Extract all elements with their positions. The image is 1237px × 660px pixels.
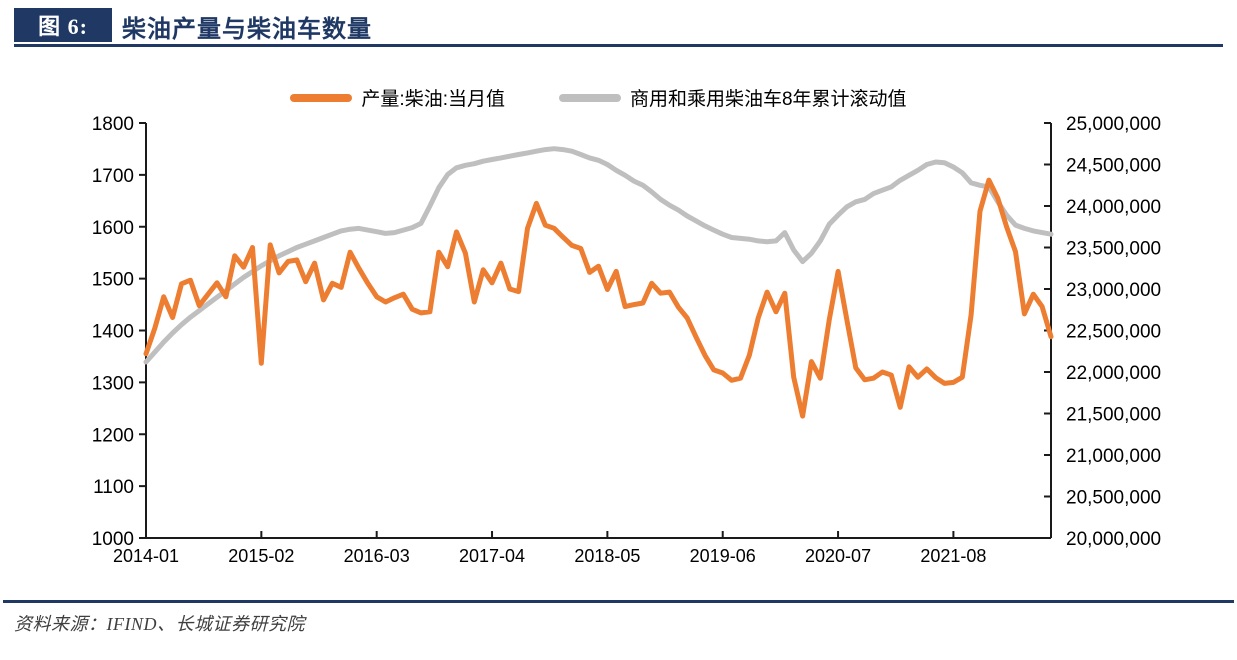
chart-legend: 产量:柴油:当月值 商用和乘用柴油车8年累计滚动值 <box>146 84 1051 111</box>
right-axis-tick-label: 23,500,000 <box>1066 239 1161 260</box>
figure-number-label: 图 6: <box>38 14 88 39</box>
source-note: 资料来源：IFIND、长城证券研究院 <box>14 614 305 634</box>
legend-line-swatch-orange <box>290 93 353 102</box>
x-axis-tick-label: 2016-03 <box>344 546 410 566</box>
footer-divider <box>3 600 1234 603</box>
x-axis-tick-label: 2019-06 <box>690 546 756 566</box>
right-axis-tick-label: 25,000,000 <box>1066 114 1161 135</box>
legend-item-diesel-production: 产量:柴油:当月值 <box>290 84 505 111</box>
x-axis-tick-label: 2020-07 <box>805 546 871 566</box>
x-axis-tick-label: 2015-02 <box>228 546 294 566</box>
left-axis-tick-label: 1800 <box>92 114 134 135</box>
right-axis-tick-label: 23,000,000 <box>1066 280 1161 301</box>
left-axis-tick-label: 1300 <box>92 373 134 394</box>
figure-number-badge: 图 6: <box>14 8 112 42</box>
right-axis-tick-label: 22,500,000 <box>1066 322 1161 343</box>
series-line-diesel-production <box>143 177 1054 419</box>
right-axis-tick-label: 20,500,000 <box>1066 488 1161 509</box>
legend-label-diesel-production: 产量:柴油:当月值 <box>361 89 505 110</box>
chart-svg: 1800 1700 1600 1500 1400 1300 1200 1100 1000 25,0… <box>92 114 1161 566</box>
legend-label-diesel-vehicles: 商用和乘用柴油车8年累计滚动值 <box>629 89 907 110</box>
left-axis-tick-label: 1700 <box>92 166 134 187</box>
legend-item-diesel-vehicles: 商用和乘用柴油车8年累计滚动值 <box>558 84 907 111</box>
left-axis-tick-label: 1400 <box>92 322 134 343</box>
right-axis-tick-label: 24,500,000 <box>1066 156 1161 177</box>
right-axis-tick-label: 21,500,000 <box>1066 405 1161 426</box>
left-axis-tick-label: 1000 <box>92 529 134 550</box>
right-axis-tick-label: 21,000,000 <box>1066 446 1161 467</box>
x-axis-tick-label: 2018-05 <box>574 546 640 566</box>
x-axis-tick-label: 2017-04 <box>459 546 525 566</box>
x-axis-tick-label: 2021-08 <box>920 546 986 566</box>
right-axis-tick-label: 20,000,000 <box>1066 529 1161 550</box>
title-divider <box>14 44 1223 47</box>
figure-title: 柴油产量与柴油车数量 <box>122 16 372 43</box>
left-axis-tick-label: 1500 <box>92 270 134 291</box>
left-axis-tick-label: 1100 <box>93 477 134 498</box>
series-line-diesel-vehicles <box>143 146 1054 365</box>
legend-line-swatch-gray <box>558 93 621 102</box>
left-axis-tick-label: 1200 <box>92 425 134 446</box>
x-axis-tick-label: 2014-01 <box>113 546 179 566</box>
left-axis-tick-label: 1600 <box>92 218 134 239</box>
right-axis-tick-label: 22,000,000 <box>1066 363 1161 384</box>
right-axis-tick-label: 24,000,000 <box>1066 197 1161 218</box>
